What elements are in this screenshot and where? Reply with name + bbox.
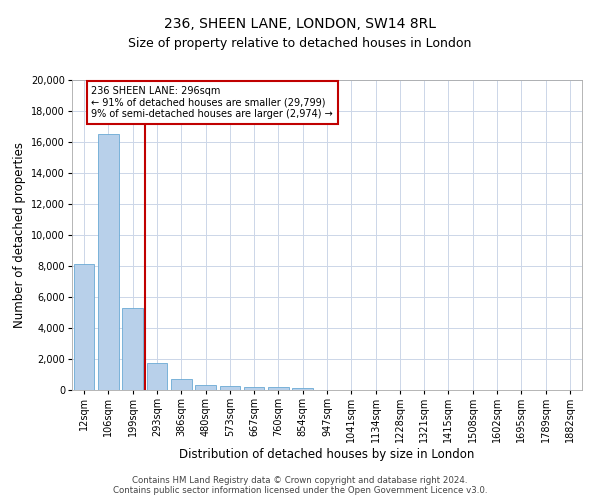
Bar xyxy=(244,388,265,390)
Text: 236 SHEEN LANE: 296sqm
← 91% of detached houses are smaller (29,799)
9% of semi-: 236 SHEEN LANE: 296sqm ← 91% of detached… xyxy=(91,86,333,120)
Bar xyxy=(146,363,167,390)
Bar xyxy=(220,386,240,390)
X-axis label: Distribution of detached houses by size in London: Distribution of detached houses by size … xyxy=(179,448,475,461)
Bar xyxy=(122,308,143,390)
Bar xyxy=(171,379,191,390)
Bar xyxy=(268,388,289,390)
Text: Size of property relative to detached houses in London: Size of property relative to detached ho… xyxy=(128,38,472,51)
Bar xyxy=(74,264,94,390)
Bar xyxy=(292,388,313,390)
Bar xyxy=(98,134,119,390)
Text: 236, SHEEN LANE, LONDON, SW14 8RL: 236, SHEEN LANE, LONDON, SW14 8RL xyxy=(164,18,436,32)
Text: Contains HM Land Registry data © Crown copyright and database right 2024.
Contai: Contains HM Land Registry data © Crown c… xyxy=(113,476,487,495)
Bar xyxy=(195,384,216,390)
Y-axis label: Number of detached properties: Number of detached properties xyxy=(13,142,26,328)
